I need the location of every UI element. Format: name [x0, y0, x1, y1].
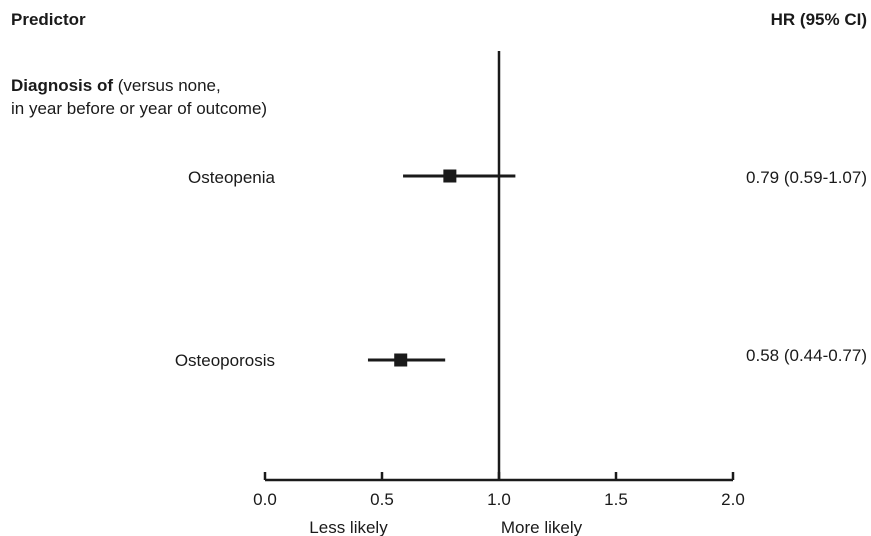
- section-heading-line2: in year before or year of outcome): [11, 99, 268, 118]
- row-label-osteopenia: Osteopenia: [188, 168, 275, 187]
- hr-ci-header: HR (95% CI): [770, 10, 867, 29]
- section-heading: Diagnosis of (versus none, in year befor…: [11, 74, 267, 120]
- row-estimate-osteopenia: 0.79 (0.59-1.07): [746, 168, 867, 187]
- point-estimate-osteopenia: [443, 169, 457, 183]
- row-label-osteoporosis: Osteoporosis: [174, 351, 275, 370]
- x-tick-label-0: 0.0: [253, 490, 277, 509]
- point-estimate-osteoporosis: [394, 353, 408, 367]
- x-tick-label-3: 1.5: [604, 490, 628, 509]
- direction-label-less: Less likely: [309, 518, 388, 536]
- predictor-header: Predictor: [11, 10, 86, 29]
- direction-label-more: More likely: [501, 518, 583, 536]
- x-tick-label-1: 0.5: [370, 490, 394, 509]
- row-estimate-osteoporosis: 0.58 (0.44-0.77): [746, 346, 867, 365]
- x-tick-label-2: 1.0: [487, 490, 511, 509]
- x-tick-label-4: 2.0: [721, 490, 745, 509]
- section-heading-bold: Diagnosis of: [11, 76, 114, 95]
- section-heading-rest: (versus none,: [113, 76, 221, 95]
